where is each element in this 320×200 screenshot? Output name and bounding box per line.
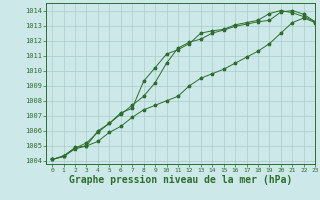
X-axis label: Graphe pression niveau de la mer (hPa): Graphe pression niveau de la mer (hPa)	[69, 175, 292, 185]
